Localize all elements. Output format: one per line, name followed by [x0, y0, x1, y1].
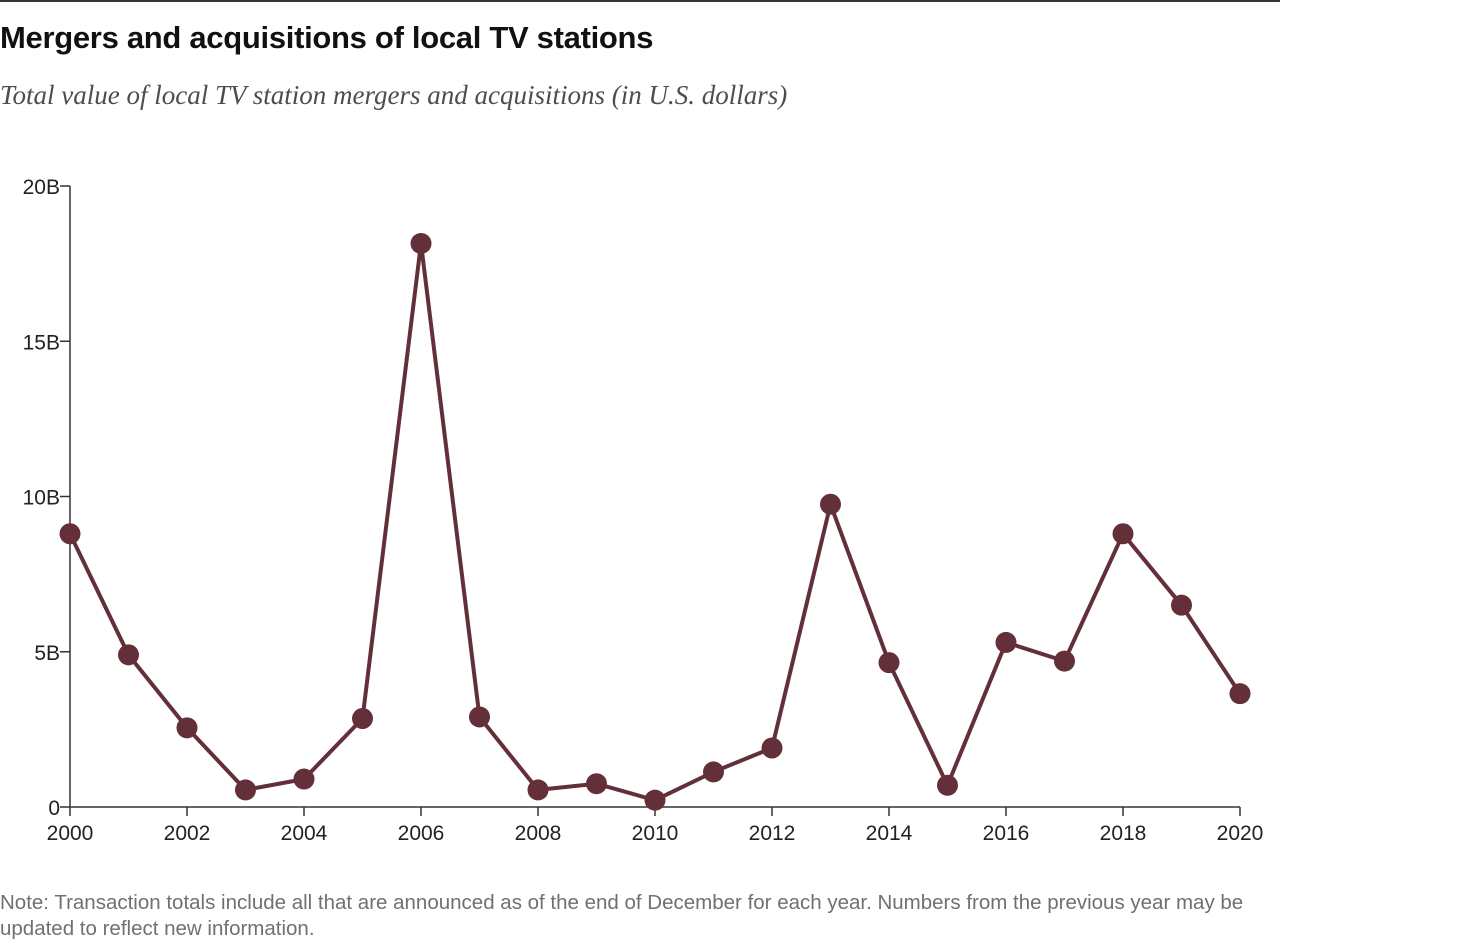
x-tick-label: 2008 [515, 822, 562, 845]
x-tick-label: 2016 [983, 822, 1030, 845]
x-tick-label: 2012 [749, 822, 796, 845]
x-tick-label: 2014 [866, 822, 913, 845]
data-point-2002[interactable] [176, 717, 198, 739]
data-point-2003[interactable] [235, 779, 256, 801]
series-line-group [68, 241, 1242, 803]
data-point-2019[interactable] [1171, 594, 1192, 616]
y-axis: 0 5B 10B 15B 20B [23, 176, 71, 820]
y-tick-label: 10B [23, 487, 60, 510]
data-point-2000[interactable] [59, 523, 81, 545]
chart-subtitle: Total value of local TV station mergers … [0, 80, 788, 110]
data-point-2014[interactable] [878, 652, 900, 674]
data-point-2013[interactable] [820, 493, 841, 515]
chart-note: Note: Transaction totals include all tha… [0, 891, 1244, 940]
data-point-2018[interactable] [1112, 523, 1134, 545]
data-point-2008[interactable] [527, 779, 549, 801]
data-point-2012[interactable] [761, 737, 783, 759]
x-tick-label: 2004 [281, 822, 328, 845]
data-point-2005[interactable] [352, 708, 373, 730]
data-point-2004[interactable] [293, 768, 315, 790]
x-axis: 2000 2002 2004 2006 2008 2010 2012 2014 2016 2018… [47, 806, 1264, 845]
data-point-2009[interactable] [586, 773, 607, 795]
x-tick-label: 2020 [1217, 822, 1264, 845]
x-tick-label: 2010 [632, 822, 679, 845]
x-tick-label: 2018 [1100, 822, 1147, 845]
data-point-2017[interactable] [1054, 650, 1075, 672]
x-tick-label: 2000 [47, 822, 94, 845]
data-point-2020[interactable] [1229, 683, 1251, 705]
series-line [68, 241, 1242, 803]
line-chart: 0 5B 10B 15B 20B 2000 2002 2004 2006 2008 2010 201… [23, 176, 1264, 845]
top-rule [0, 0, 1280, 2]
x-tick-label: 2002 [164, 822, 211, 845]
data-point-2006[interactable] [410, 232, 432, 254]
data-points-group [59, 232, 1251, 811]
y-tick-label: 0 [48, 797, 60, 820]
chart-title: Mergers and acquisitions of local TV sta… [0, 20, 654, 55]
data-point-2007[interactable] [469, 706, 490, 728]
y-tick-label: 5B [34, 642, 60, 665]
data-point-2016[interactable] [995, 631, 1017, 653]
x-tick-label: 2006 [398, 822, 445, 845]
data-point-2011[interactable] [703, 761, 724, 783]
data-point-2010[interactable] [644, 789, 666, 811]
data-point-2001[interactable] [118, 644, 139, 666]
data-point-2015[interactable] [937, 774, 958, 796]
y-tick-label: 15B [23, 331, 60, 354]
y-tick-label: 20B [23, 176, 60, 199]
